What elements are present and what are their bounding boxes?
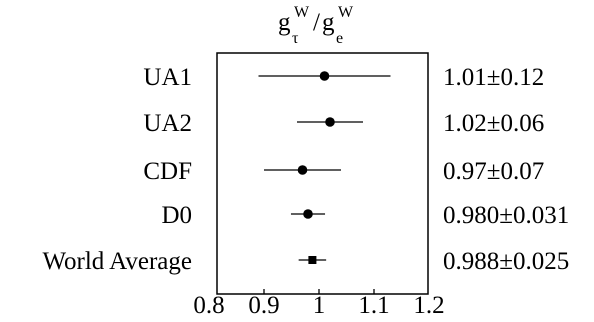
title-slash: / bbox=[313, 9, 320, 36]
title-den-base: g bbox=[322, 9, 335, 36]
x-tick-label: 0.8 bbox=[193, 292, 224, 319]
x-axis: 0.8 0.9 1 1.1 1.2 bbox=[193, 289, 445, 319]
row-world-average: World Average 0.988±0.025 bbox=[42, 248, 569, 275]
row-label: UA1 bbox=[143, 64, 192, 91]
title-num-sub: τ bbox=[292, 30, 299, 47]
data-point-square bbox=[308, 256, 317, 264]
value-label: 1.01±0.12 bbox=[443, 64, 544, 91]
data-point bbox=[303, 209, 313, 219]
row-ua2: UA2 1.02±0.06 bbox=[143, 110, 544, 137]
row-d0: D0 0.980±0.031 bbox=[161, 202, 569, 229]
x-tick-label: 1 bbox=[313, 292, 326, 319]
data-rows: UA1 1.01±0.12 UA2 1.02±0.06 CDF 0.97±0.07 D0 0.… bbox=[42, 64, 569, 275]
x-tick-label: 0.9 bbox=[248, 292, 279, 319]
data-point bbox=[319, 71, 330, 81]
value-label: 1.02±0.06 bbox=[443, 110, 544, 137]
title-den-sub: e bbox=[336, 30, 343, 47]
title-den-sup: W bbox=[338, 4, 354, 21]
row-cdf: CDF 0.97±0.07 bbox=[143, 158, 544, 185]
x-tick-label: 1.1 bbox=[358, 292, 389, 319]
value-label: 0.97±0.07 bbox=[443, 158, 544, 185]
x-tick-label: 1.2 bbox=[413, 292, 444, 319]
title-num-sup: W bbox=[294, 4, 310, 21]
data-point bbox=[325, 117, 335, 127]
value-label: 0.988±0.025 bbox=[443, 248, 569, 275]
data-point bbox=[297, 165, 308, 175]
row-label: UA2 bbox=[143, 110, 192, 137]
row-ua1: UA1 1.01±0.12 bbox=[143, 64, 544, 91]
chart-title: g W τ / g W e bbox=[278, 4, 354, 47]
plot-frame bbox=[216, 52, 429, 295]
row-label: CDF bbox=[143, 158, 192, 185]
value-label: 0.980±0.031 bbox=[443, 202, 569, 229]
row-label: World Average bbox=[42, 248, 192, 275]
row-label: D0 bbox=[161, 202, 192, 229]
title-num-base: g bbox=[278, 9, 291, 36]
